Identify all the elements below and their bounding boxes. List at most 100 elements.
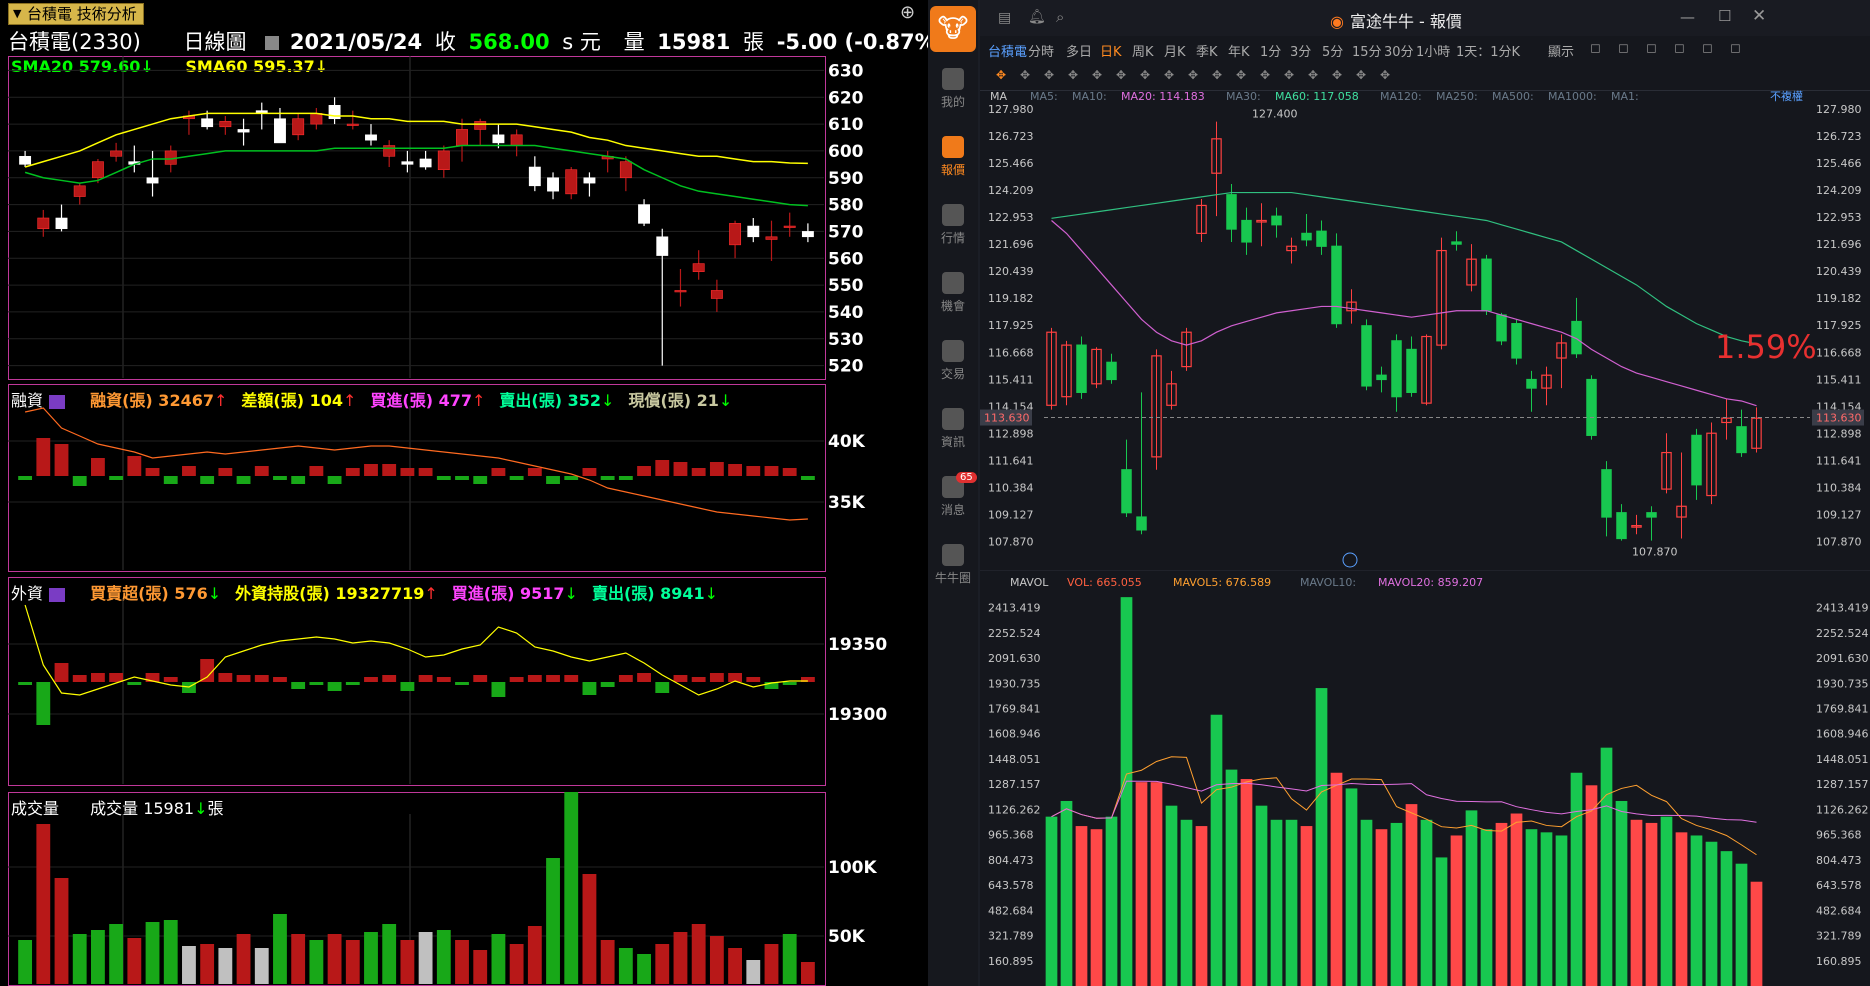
margin-bar	[673, 462, 688, 476]
tab-3[interactable]: 日K	[1100, 45, 1122, 60]
zoom-icon[interactable]: ⊕	[900, 2, 916, 23]
sidebar-item-funnel[interactable]: 機會	[928, 272, 978, 314]
maximize-icon[interactable]: ☐	[1718, 7, 1732, 25]
margin-bar	[600, 476, 615, 480]
candle-body	[1196, 204, 1207, 234]
candle-body	[729, 223, 742, 246]
channel-tool-icon[interactable]: ✥	[1092, 68, 1103, 82]
close-icon[interactable]: ✕	[1752, 6, 1767, 26]
fib-tool-icon[interactable]: ✥	[1068, 68, 1079, 82]
gear-icon[interactable]: ◻	[1590, 41, 1601, 56]
price-tick-left: 127.980	[988, 103, 1034, 116]
period-dropdown-icon[interactable]	[265, 36, 280, 50]
margin-bar	[145, 468, 160, 476]
legend-arrow: ↑	[343, 391, 357, 410]
candle-body	[1751, 417, 1762, 449]
pencil-icon[interactable]: ◻	[1674, 41, 1685, 56]
tab-5[interactable]: 月K	[1164, 45, 1186, 60]
eye-icon[interactable]: ✥	[1308, 68, 1319, 82]
event-marker-icon	[1342, 552, 1358, 568]
tab-14[interactable]: 1天：1分K	[1456, 45, 1521, 60]
sidebar-item-community[interactable]: 牛牛圈	[928, 544, 978, 586]
tab-2[interactable]: 多日	[1066, 45, 1093, 60]
volume-bar	[1570, 772, 1583, 986]
volume-bar	[1210, 714, 1223, 986]
tab-9[interactable]: 3分	[1290, 45, 1312, 60]
margin-bar	[709, 462, 724, 476]
collapse-icon[interactable]: ◻	[1702, 41, 1713, 56]
margin-balance-line	[24, 407, 808, 521]
tab-15[interactable]: 顯示	[1548, 45, 1575, 60]
foreign-bar	[109, 673, 124, 682]
measure-tool-icon[interactable]: ✥	[1164, 68, 1175, 82]
quote-header: 台積電(2330) 日線圖 2021/05/24 收 568.00 s 元 量 …	[8, 26, 951, 54]
margin-bar	[127, 456, 142, 476]
arrow-tool-icon[interactable]: ✥	[1140, 68, 1151, 82]
tab-8[interactable]: 1分	[1260, 45, 1282, 60]
search-icon[interactable]: ⌕	[1056, 8, 1065, 26]
vol-tick-left: 321.789	[988, 930, 1034, 943]
price-tick-right: 124.209	[1816, 184, 1862, 197]
dropdown-arrow-icon[interactable]: ▼	[13, 7, 22, 20]
list-icon[interactable]	[49, 587, 66, 602]
line-tool-icon[interactable]: ✥	[1020, 68, 1031, 82]
cursor-icon[interactable]: ✥	[996, 68, 1007, 82]
window-tab[interactable]: ▼ 台積電 技術分析	[8, 3, 144, 25]
tab-6[interactable]: 季K	[1196, 45, 1218, 60]
sidebar-item-trade[interactable]: 交易	[928, 340, 978, 382]
lock-icon[interactable]: ✥	[1284, 68, 1295, 82]
tab-12[interactable]: 30分	[1384, 45, 1414, 60]
candle-body	[73, 185, 86, 197]
sidebar-item-user[interactable]: 我的	[928, 68, 978, 110]
volume-bar	[418, 932, 433, 984]
margin-bar	[109, 476, 124, 480]
square-icon[interactable]: ◻	[1618, 41, 1629, 56]
candle-body	[638, 204, 651, 224]
sidebar-item-chart-bar[interactable]: 報價	[928, 136, 978, 178]
sidebar-item-message[interactable]: 消息 65	[928, 472, 978, 518]
volume-bar	[109, 924, 124, 984]
sidebar-item-trend[interactable]: 行情	[928, 204, 978, 246]
minimize-icon[interactable]: —	[1680, 8, 1695, 26]
vol-tick-right: 804.473	[1816, 854, 1862, 867]
settings-icon[interactable]: ✥	[1380, 68, 1391, 82]
text-tool-icon[interactable]: ✥	[1188, 68, 1199, 82]
link-icon[interactable]: ✥	[1356, 68, 1367, 82]
foreign-bar	[564, 675, 579, 682]
camera-icon[interactable]: ◻	[1646, 41, 1657, 56]
trash-icon[interactable]: ✥	[1332, 68, 1343, 82]
tab-10[interactable]: 5分	[1322, 45, 1344, 60]
tab-0[interactable]: 台積電	[988, 45, 1028, 60]
volume-bar	[673, 932, 688, 984]
futu-logo-icon[interactable]: 🐮	[930, 6, 976, 52]
tab-7[interactable]: 年K	[1228, 45, 1250, 60]
tab-title: 台積電 技術分析	[27, 5, 137, 23]
foreign-bar	[36, 682, 51, 725]
rect-tool-icon[interactable]: ✥	[1116, 68, 1127, 82]
eraser-tool-icon[interactable]: ✥	[1236, 68, 1247, 82]
tab-4[interactable]: 周K	[1132, 45, 1154, 60]
list-icon[interactable]	[49, 394, 66, 409]
magnet-icon[interactable]: ✥	[1260, 68, 1271, 82]
foreign-bar	[382, 675, 397, 682]
candle-body	[110, 150, 123, 157]
note-tool-icon[interactable]: ✥	[1212, 68, 1223, 82]
tab-11[interactable]: 15分	[1352, 45, 1382, 60]
bell-icon[interactable]: 🔔︎	[1028, 9, 1046, 25]
tab-13[interactable]: 1小時	[1416, 45, 1451, 60]
tab-1[interactable]: 分時	[1028, 45, 1055, 60]
trend-tool-icon[interactable]: ✥	[1044, 68, 1055, 82]
candle-body	[1091, 348, 1102, 385]
candle-body	[1331, 245, 1342, 325]
menu-icon[interactable]: ▤	[998, 10, 1012, 26]
vol-tick-right: 965.368	[1816, 829, 1862, 842]
foreign-bar	[254, 675, 269, 682]
layout-icon[interactable]: ◻	[1730, 41, 1741, 56]
funnel-icon	[942, 272, 964, 294]
foreign-bar	[273, 677, 287, 682]
sidebar-item-news[interactable]: 資訊	[928, 408, 978, 450]
candle-body	[1466, 258, 1477, 286]
volume-bar	[491, 934, 506, 984]
candle-body	[1601, 469, 1612, 518]
volume-bar	[1525, 829, 1538, 986]
